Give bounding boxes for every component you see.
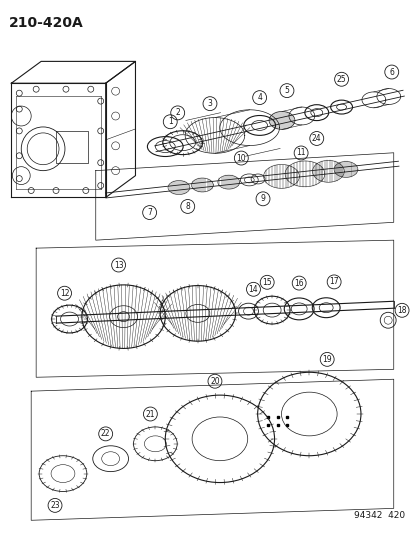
Text: 94342  420: 94342 420 [353, 511, 404, 520]
Text: 15: 15 [262, 278, 271, 287]
Text: 18: 18 [396, 306, 406, 315]
Text: 23: 23 [50, 501, 60, 510]
Text: 19: 19 [322, 355, 331, 364]
Text: 24: 24 [311, 134, 321, 143]
Text: 14: 14 [248, 285, 258, 294]
Text: 9: 9 [260, 195, 265, 203]
Text: 12: 12 [59, 289, 69, 298]
Text: 5: 5 [284, 86, 289, 95]
Text: 20: 20 [210, 377, 219, 386]
Text: 1: 1 [167, 117, 172, 126]
Text: 22: 22 [101, 430, 110, 438]
Text: 4: 4 [256, 93, 261, 102]
Text: 8: 8 [185, 202, 190, 211]
Text: 13: 13 [114, 261, 123, 270]
Text: 7: 7 [147, 208, 152, 217]
Text: 16: 16 [294, 279, 303, 288]
Text: 10: 10 [236, 154, 246, 163]
Text: 21: 21 [145, 409, 155, 418]
Text: 210-420A: 210-420A [9, 15, 84, 30]
Text: 25: 25 [336, 75, 346, 84]
Text: 17: 17 [328, 277, 338, 286]
Text: 6: 6 [388, 68, 393, 77]
Text: 11: 11 [296, 149, 305, 157]
Text: 3: 3 [207, 99, 212, 108]
Text: 2: 2 [175, 108, 180, 117]
